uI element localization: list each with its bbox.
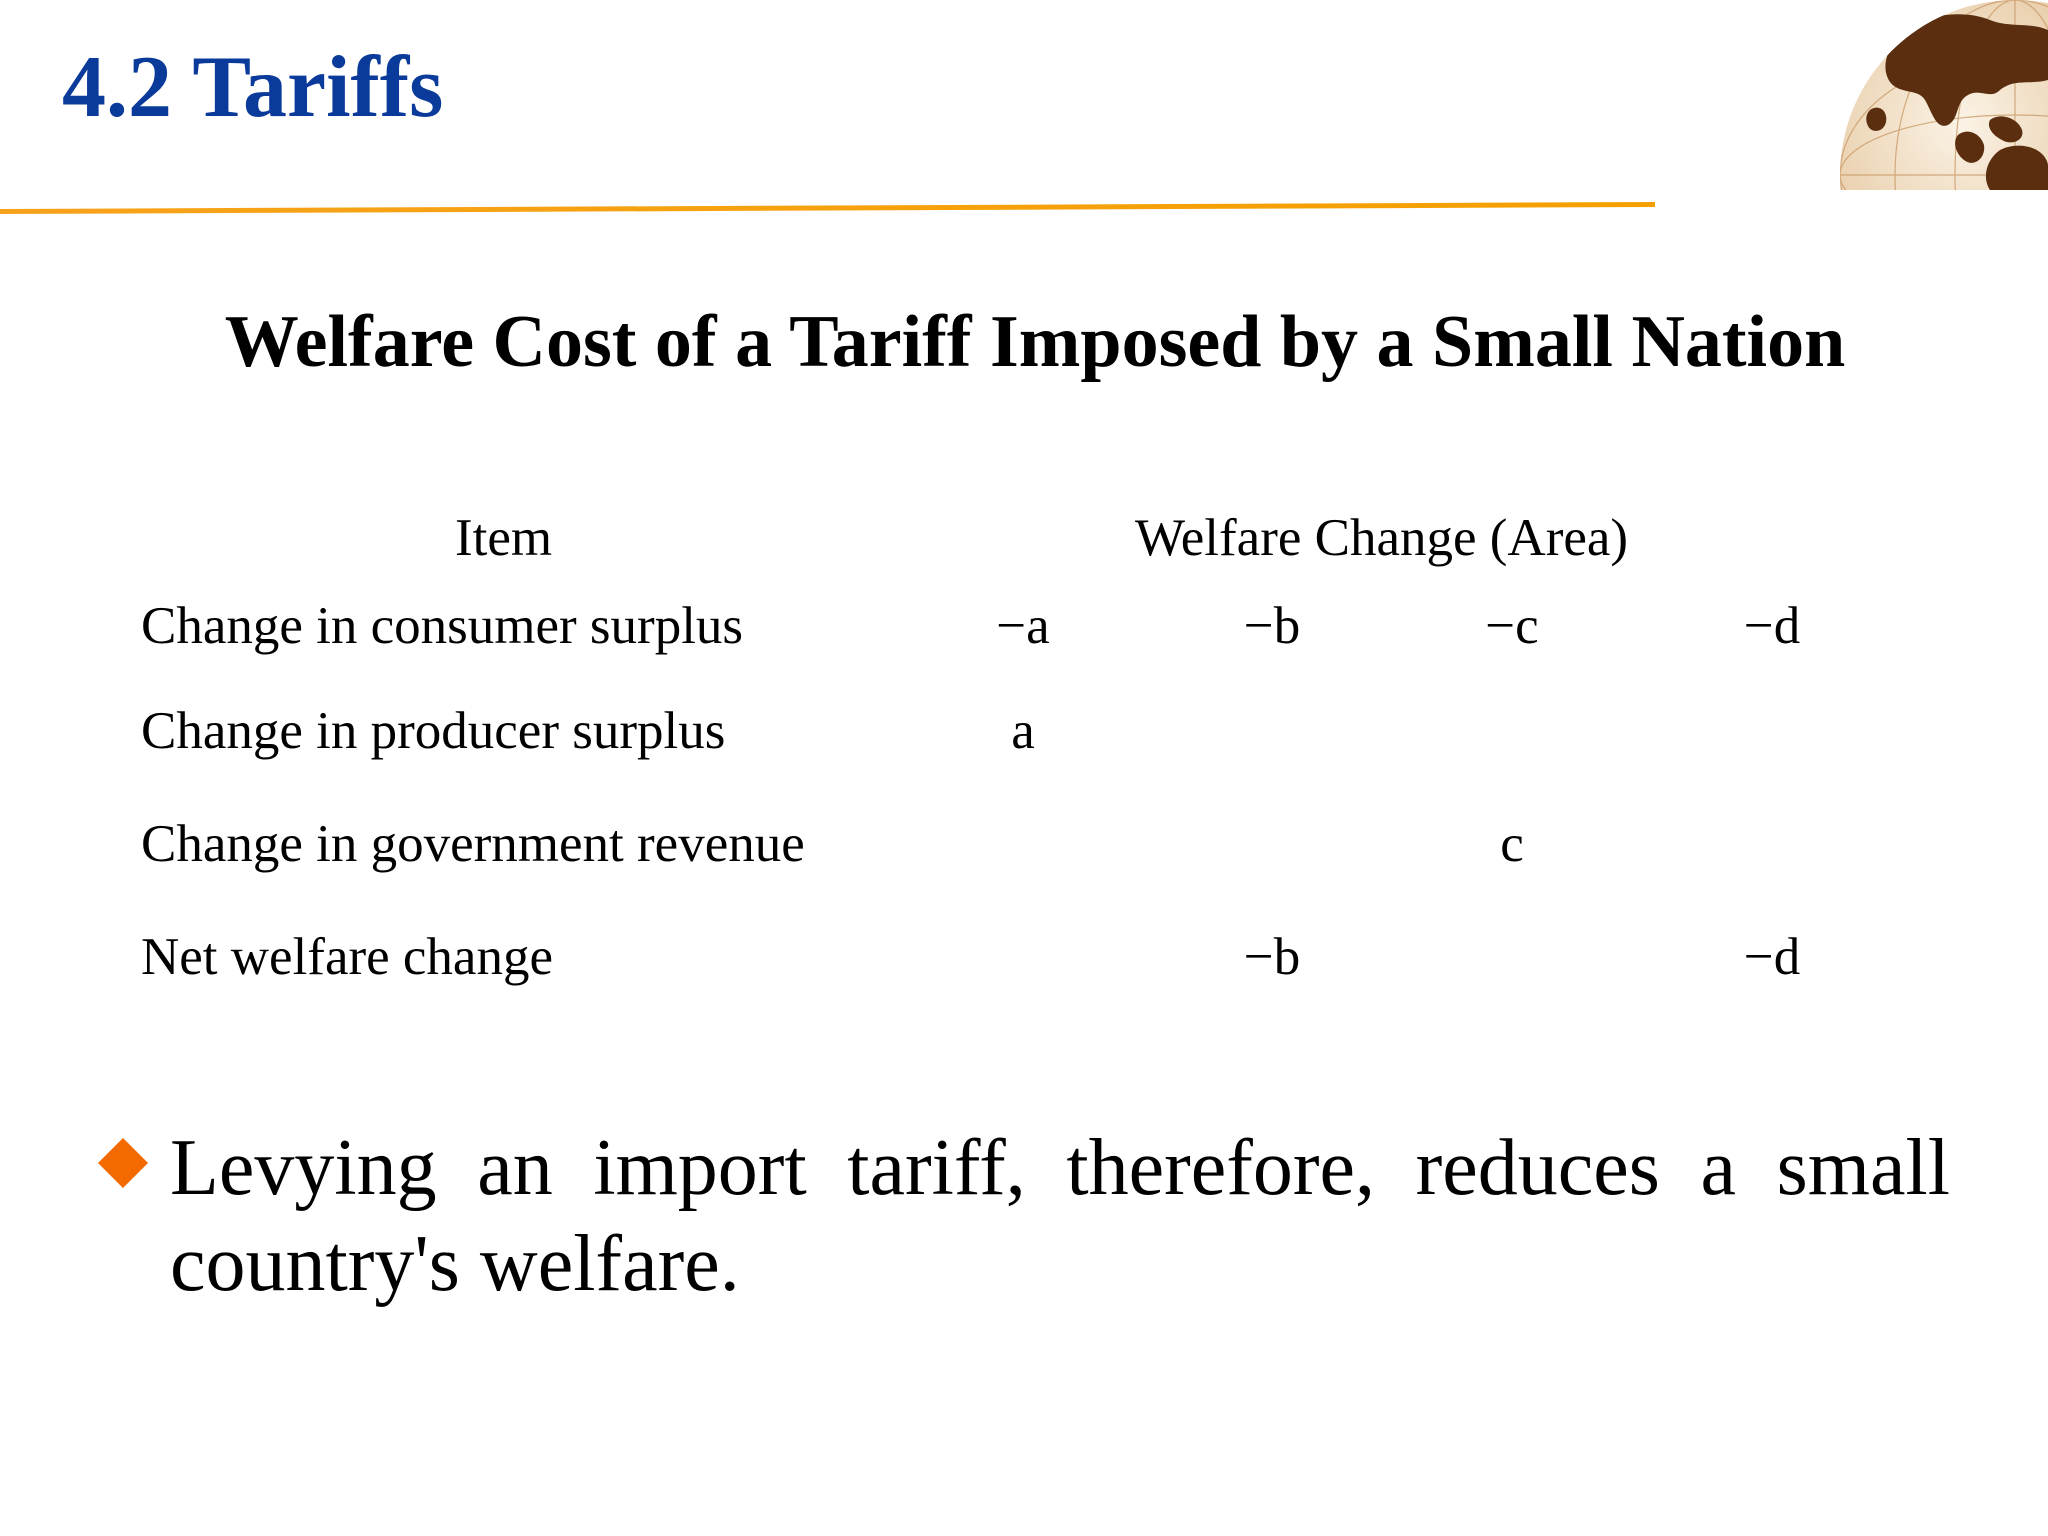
table-cell: −a: [996, 597, 1050, 655]
table-cell: −c: [1485, 597, 1539, 655]
table-cell: a: [1011, 702, 1035, 760]
table-cell: c: [1500, 815, 1524, 873]
column-header-item: Item: [455, 509, 553, 567]
diamond-bullet-icon: [98, 1138, 148, 1188]
row-label: Net welfare change: [141, 928, 553, 986]
bullet-text: Levying an import tariff, therefore, red…: [170, 1124, 1950, 1308]
row-label: Change in government revenue: [141, 815, 805, 873]
table-cell: −d: [1743, 597, 1801, 655]
row-label: Change in producer surplus: [141, 702, 726, 760]
slide-title: 4.2 Tariffs: [62, 39, 444, 136]
table-cell: −b: [1243, 928, 1301, 986]
table-cell: −d: [1743, 928, 1801, 986]
title-underline: [0, 202, 1655, 214]
column-header-welfare-change: Welfare Change (Area): [1135, 509, 1629, 567]
table-title: Welfare Cost of a Tariff Imposed by a Sm…: [224, 301, 1846, 383]
globe-icon: [1840, 0, 2048, 190]
row-label: Change in consumer surplus: [141, 597, 744, 655]
table-cell: −b: [1243, 597, 1301, 655]
